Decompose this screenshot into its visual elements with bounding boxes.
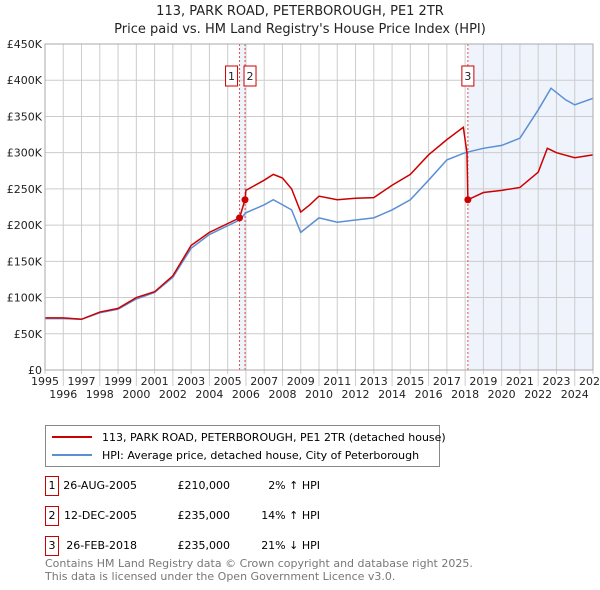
x-tick-label: 2016 (415, 388, 443, 401)
x-tick-label: 2006 (232, 388, 260, 401)
sale-date: 12-DEC-2005 (63, 509, 137, 522)
legend-item-price: 113, PARK ROAD, PETERBOROUGH, PE1 2TR (d… (52, 429, 446, 445)
footer-line: Contains HM Land Registry data © Crown c… (45, 557, 473, 570)
x-tick-label: 2017 (433, 375, 461, 388)
x-tick-label: 1995 (31, 375, 59, 388)
x-tick-label: 2000 (122, 388, 150, 401)
x-tick-label: 2010 (305, 388, 333, 401)
sale-label: 1 (228, 70, 235, 83)
sale-number: 1 (45, 476, 59, 496)
x-tick-label: 2008 (268, 388, 296, 401)
sale-number: 3 (45, 536, 59, 556)
y-tick-label: £450K (7, 38, 43, 51)
x-tick-label: 2025 (579, 375, 600, 388)
x-tick-label: 2004 (195, 388, 223, 401)
x-tick-label: 2003 (177, 375, 205, 388)
y-tick-label: £200K (7, 219, 43, 232)
hpi-shade (467, 44, 593, 370)
sale-row: 3 26-FEB-2018 £235,000 21% ↓ HPI (45, 536, 445, 556)
sale-price: £235,000 (177, 509, 231, 522)
sale-price: £210,000 (177, 479, 231, 492)
x-tick-label: 1996 (49, 388, 77, 401)
x-tick-label: 2009 (287, 375, 315, 388)
x-tick-label: 2015 (396, 375, 424, 388)
legend-item-hpi: HPI: Average price, detached house, City… (52, 447, 419, 463)
x-tick-label: 2002 (159, 388, 187, 401)
sale-label-box (225, 65, 239, 87)
plot-area: 1995199619971998199920002001200220032004… (7, 38, 600, 401)
sale-row: 2 12-DEC-2005 £235,000 14% ↑ HPI (45, 506, 445, 526)
sale-row: 1 26-AUG-2005 £210,000 2% ↑ HPI (45, 476, 445, 496)
sale-date: 26-AUG-2005 (63, 479, 137, 492)
sale-number: 2 (45, 506, 59, 526)
x-tick-label: 2020 (488, 388, 516, 401)
x-tick-label: 2022 (524, 388, 552, 401)
y-tick-label: £0 (28, 364, 42, 377)
sale-label: 3 (464, 70, 471, 83)
footer: Contains HM Land Registry data © Crown c… (45, 557, 473, 583)
x-tick-label: 2012 (342, 388, 370, 401)
x-tick-label: 2024 (561, 388, 589, 401)
chart-subtitle: Price paid vs. HM Land Registry's House … (114, 22, 486, 37)
sale-hpi: 2% ↑ HPI (268, 479, 320, 492)
legend-label: 113, PARK ROAD, PETERBOROUGH, PE1 2TR (d… (102, 430, 446, 444)
x-tick-label: 2007 (250, 375, 278, 388)
sale-hpi: 21% ↓ HPI (261, 539, 320, 552)
price-line (45, 125, 594, 321)
x-tick-label: 2005 (214, 375, 242, 388)
x-tick-label: 2018 (451, 388, 479, 401)
x-tick-label: 2011 (323, 375, 351, 388)
x-tick-label: 2001 (141, 375, 169, 388)
footer-line: This data is licensed under the Open Gov… (45, 570, 396, 583)
plot-border (44, 43, 594, 371)
sale-price: £235,000 (177, 539, 231, 552)
x-tick-label: 2013 (360, 375, 388, 388)
sale-point (236, 214, 244, 222)
sale-hpi: 14% ↑ HPI (261, 509, 320, 522)
sale-label-box (243, 65, 257, 87)
sale-date: 26-FEB-2018 (66, 539, 137, 552)
x-tick-label: 2021 (506, 375, 534, 388)
chart-title: 113, PARK ROAD, PETERBOROUGH, PE1 2TR (156, 4, 444, 19)
x-tick-label: 2014 (378, 388, 406, 401)
y-tick-label: £50K (14, 328, 43, 341)
y-tick-label: £300K (7, 147, 43, 160)
legend-label: HPI: Average price, detached house, City… (102, 448, 420, 462)
y-tick-label: £400K (7, 74, 43, 87)
sale-point (241, 196, 249, 204)
y-tick-label: £250K (7, 183, 43, 196)
sale-label-box (461, 65, 475, 87)
x-tick-label: 2019 (469, 375, 497, 388)
sale-label: 2 (247, 70, 254, 83)
y-tick-label: £100K (7, 292, 43, 305)
legend-swatch (52, 454, 92, 456)
x-tick-label: 1998 (86, 388, 114, 401)
hpi-line (45, 87, 594, 321)
legend: 113, PARK ROAD, PETERBOROUGH, PE1 2TR (d… (45, 425, 446, 467)
y-tick-label: £350K (7, 110, 43, 123)
x-tick-label: 2023 (542, 375, 570, 388)
x-tick-label: 1999 (104, 375, 132, 388)
x-tick-label: 1997 (68, 375, 96, 388)
y-tick-label: £150K (7, 255, 43, 268)
sale-point (464, 196, 472, 204)
legend-swatch (52, 436, 92, 438)
